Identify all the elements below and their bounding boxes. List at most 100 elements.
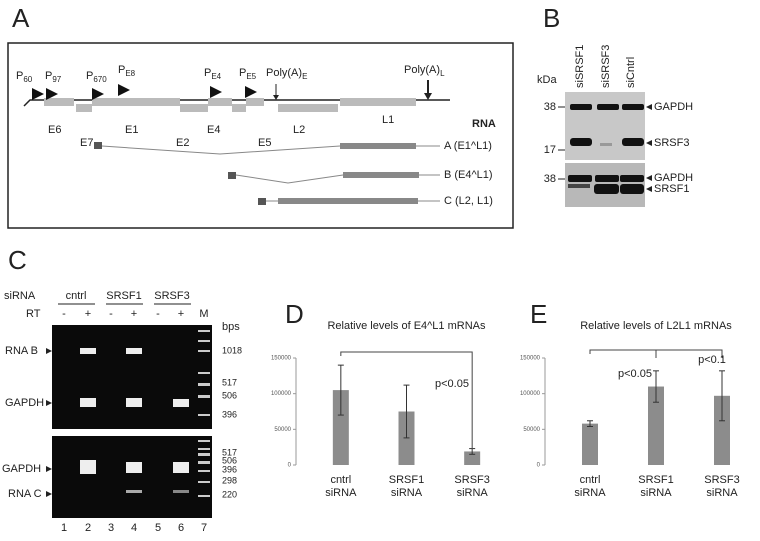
promoter-label-sub: 97: [52, 75, 61, 84]
ladder-label: 396: [222, 464, 237, 474]
promoter-label-sub: E4: [211, 72, 221, 81]
polya-label: Poly(A)E: [266, 67, 307, 81]
panel-label: C: [8, 245, 27, 275]
y-tick-label: 150000: [271, 356, 292, 362]
transcripts: [94, 142, 440, 205]
polya-label-main: Poly(A): [404, 64, 440, 76]
lane-number: 1: [61, 522, 67, 534]
promoter-label-main: P: [45, 70, 52, 82]
panel-label: D: [285, 299, 304, 329]
promoter-label-sub: 670: [93, 75, 107, 84]
lane-number: 5: [155, 522, 161, 534]
ladder-label: 220: [222, 489, 237, 499]
promoter-label-sub: E5: [246, 72, 256, 81]
gene-map: [23, 80, 450, 112]
error-bar: [403, 384, 410, 439]
exon-label: E7: [80, 137, 93, 149]
error-bar: [469, 448, 476, 455]
rt-label: +: [85, 308, 91, 320]
lane-number: 6: [178, 522, 184, 534]
promoter-label-sub: 60: [23, 75, 32, 84]
western-blot: [558, 92, 652, 207]
band-label: GAPDH: [5, 397, 44, 409]
ladder-label: 517: [222, 447, 237, 457]
rna-heading: RNA: [472, 118, 496, 130]
rt-label: -: [109, 308, 113, 320]
x-tick-label: cntrl siRNA: [574, 474, 606, 499]
rt-label: -: [62, 308, 66, 320]
x-tick-label: SRSF1 siRNA: [389, 474, 424, 499]
panel-label: B: [543, 3, 560, 33]
marker-label: 38: [544, 101, 556, 113]
ladder-label: 298: [222, 475, 237, 485]
rna-label: C (L2, L1): [444, 195, 493, 207]
exon-label: E5: [258, 137, 271, 149]
bracket: [589, 349, 723, 358]
chart-title: Relative levels of E4^L1 mRNAs: [327, 320, 486, 332]
chart-title: Relative levels of L2L1 mRNAs: [580, 320, 732, 332]
exon-label: E2: [176, 137, 189, 149]
error-bar: [587, 420, 593, 427]
annotation: p<0.1: [698, 354, 726, 366]
error-bar: [719, 370, 725, 422]
lane-number: 3: [108, 522, 114, 534]
marker-label: 17: [544, 144, 556, 156]
marker-lane-label: M: [199, 308, 208, 320]
panel-a-frame: [7, 42, 514, 229]
polya-label-sub: E: [302, 72, 307, 81]
y-tick-label: 0: [288, 463, 292, 469]
y-tick-label: 100000: [520, 391, 541, 397]
lane-number: 4: [131, 522, 137, 534]
lane-label: siSRSF1: [574, 45, 586, 88]
bar: [714, 395, 730, 465]
exon-label: E1: [125, 124, 138, 136]
promoter-label-main: P: [204, 67, 211, 79]
rna-label: B (E4^L1): [444, 169, 493, 181]
protein-label: SRSF1: [654, 183, 689, 195]
row-label: siRNA: [4, 290, 36, 302]
bar: [582, 423, 598, 465]
panel-label: E: [530, 299, 547, 329]
polya-label: Poly(A)L: [404, 64, 445, 78]
promoter-label-main: P: [118, 64, 125, 76]
marker-label: 38: [544, 173, 556, 185]
y-tick-label: 50000: [274, 427, 291, 433]
ladder-label: 506: [222, 455, 237, 465]
rt-label: +: [131, 308, 137, 320]
protein-label: SRSF3: [654, 137, 689, 149]
promoter-label: P670: [86, 70, 107, 84]
exon-label: L1: [382, 114, 394, 126]
protein-label: GAPDH: [654, 172, 693, 184]
band-label: GAPDH: [2, 463, 41, 475]
polya-label-sub: L: [440, 69, 445, 78]
y-tick-label: 150000: [520, 356, 541, 362]
lane-number: 2: [85, 522, 91, 534]
x-tick-label: SRSF3 siRNA: [704, 474, 739, 499]
ladder-label: 506: [222, 390, 237, 400]
error-bar: [653, 370, 659, 403]
unit-label: kDa: [537, 74, 557, 86]
gel: [46, 303, 212, 518]
ladder-label: 517: [222, 377, 237, 387]
promoter-label-main: P: [16, 70, 23, 82]
lane-number: 7: [201, 522, 207, 534]
exon-label: E6: [48, 124, 61, 136]
ladder-label: 396: [222, 409, 237, 419]
x-tick-label: SRSF3 siRNA: [454, 474, 489, 499]
bracket: [589, 349, 657, 358]
protein-label: GAPDH: [654, 101, 693, 113]
polya-label-main: Poly(A): [266, 67, 302, 79]
unit-label: bps: [222, 321, 240, 333]
row-label: RT: [26, 308, 41, 320]
annotation: p<0.05: [435, 378, 469, 390]
annotation: p<0.05: [618, 368, 652, 380]
promoter-label: PE4: [204, 67, 222, 81]
group-label: SRSF1: [106, 290, 141, 302]
bar: [464, 451, 481, 465]
bracket: [340, 351, 473, 448]
y-tick-label: 50000: [523, 427, 540, 433]
bar: [332, 390, 349, 465]
rt-label: +: [178, 308, 184, 320]
